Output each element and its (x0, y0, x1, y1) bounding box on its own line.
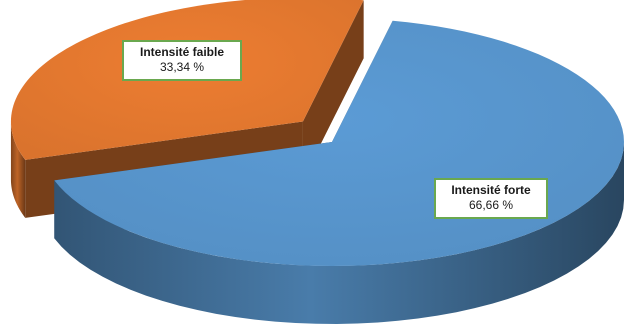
slice-side-intensite-faible-0 (10, 121, 26, 218)
slice-value-intensite-faible: 33,34 % (159, 60, 205, 74)
slice-name-intensite-faible: Intensité faible (139, 45, 225, 59)
slice-wall-intensite-faible-1 (302, 0, 364, 180)
slice-side-intensite-forte-0 (54, 142, 624, 324)
slice-value-intensite-forte: 66,66 % (468, 198, 514, 212)
data-label-intensite-faible: Intensité faible 33,34 % (122, 40, 242, 81)
data-label-intensite-forte: Intensité forte 66,66 % (434, 178, 548, 219)
slice-name-intensite-forte: Intensité forte (451, 183, 531, 197)
